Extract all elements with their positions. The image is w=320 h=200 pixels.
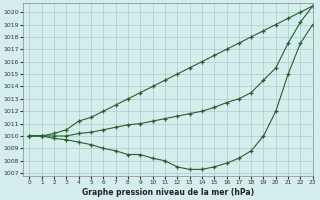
X-axis label: Graphe pression niveau de la mer (hPa): Graphe pression niveau de la mer (hPa)	[82, 188, 254, 197]
